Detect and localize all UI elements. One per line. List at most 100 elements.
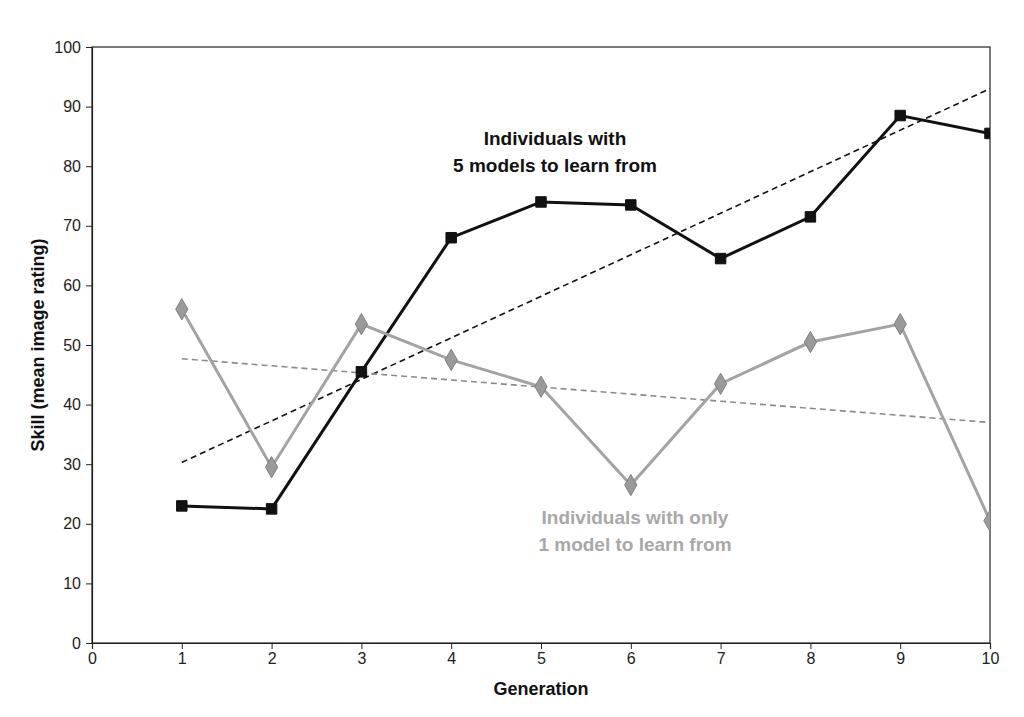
series-line [182, 309, 990, 521]
y-tick-mark [86, 524, 92, 525]
x-tick-label: 1 [178, 650, 187, 667]
y-tick: 80 [63, 158, 92, 175]
y-tick-label: 40 [63, 396, 81, 413]
marker [177, 501, 187, 511]
y-tick: 10 [63, 575, 92, 592]
x-tick: 0 [88, 643, 97, 667]
marker [714, 373, 726, 394]
data-layer [176, 89, 990, 532]
y-tick: 40 [63, 396, 92, 413]
x-tick: 8 [806, 643, 815, 667]
annotation-line: 1 model to learn from [538, 534, 731, 555]
x-tick-label: 4 [447, 650, 456, 667]
x-axis-line [93, 644, 991, 650]
y-tick-mark [86, 47, 92, 48]
annotation-line: 5 models to learn from [453, 155, 657, 176]
x-tick: 9 [896, 643, 905, 667]
x-tick-label: 5 [537, 650, 546, 667]
y-tick-mark [86, 405, 92, 406]
marker [804, 331, 816, 352]
y-tick-label: 10 [63, 575, 81, 592]
y-tick-label: 0 [72, 635, 81, 652]
y-tick: 50 [63, 337, 92, 354]
y-axis: 0 10 20 30 40 50 60 70 80 90 100 [54, 39, 92, 652]
y-tick-label: 80 [63, 158, 81, 175]
y-tick-mark [86, 285, 92, 286]
marker [356, 367, 366, 377]
x-tick: 7 [717, 643, 726, 667]
y-tick-mark [86, 166, 92, 167]
y-tick-label: 20 [63, 515, 81, 532]
x-tick-mark [272, 643, 273, 649]
marker [805, 212, 815, 222]
x-axis-title: Generation [493, 679, 588, 699]
y-tick-label: 70 [63, 217, 81, 234]
y-tick: 0 [72, 635, 92, 652]
y-tick-mark [86, 107, 92, 108]
x-tick-label: 7 [717, 650, 726, 667]
x-tick-mark [182, 643, 183, 649]
marker [715, 253, 725, 263]
y-tick-mark [86, 583, 92, 584]
x-tick-mark [810, 643, 811, 649]
y-tick-mark [86, 643, 92, 644]
chart: 0123456789100102030405060708090100Genera… [0, 0, 1024, 717]
plot-frame [92, 47, 990, 643]
trend-line [182, 89, 990, 463]
marker [265, 457, 277, 478]
x-tick-label: 6 [627, 650, 636, 667]
series-line [182, 116, 990, 509]
annotation-line: Individuals with only [542, 507, 729, 528]
trend-line [182, 359, 990, 423]
y-tick: 60 [63, 277, 92, 294]
annotation-line: Individuals with [484, 128, 627, 149]
y-tick: 20 [63, 515, 92, 532]
x-tick-label: 8 [806, 650, 815, 667]
x-tick-mark [900, 643, 901, 649]
marker [536, 197, 546, 207]
marker [266, 504, 276, 514]
y-tick-label: 60 [63, 277, 81, 294]
marker [894, 314, 906, 335]
marker [984, 510, 990, 531]
y-axis-title: Skill (mean image rating) [28, 238, 48, 451]
x-tick-label: 3 [357, 650, 366, 667]
x-tick: 5 [537, 643, 546, 667]
y-tick-mark [86, 464, 92, 465]
x-tick-mark [631, 643, 632, 649]
y-tick: 90 [63, 98, 92, 115]
y-tick-label: 100 [54, 39, 81, 56]
plot-area: 0123456789100102030405060708090100 [54, 39, 999, 668]
y-tick-mark [86, 226, 92, 227]
x-tick: 1 [178, 643, 187, 667]
x-tick-mark [451, 643, 452, 649]
x-tick: 3 [357, 643, 366, 667]
marker [176, 299, 188, 320]
marker [985, 128, 990, 138]
x-tick: 10 [982, 643, 1000, 667]
x-tick: 2 [268, 643, 277, 667]
marker [535, 376, 547, 397]
y-tick-label: 90 [63, 98, 81, 115]
y-tick-label: 30 [63, 456, 81, 473]
x-tick-label: 9 [896, 650, 905, 667]
x-tick-mark [541, 643, 542, 649]
x-tick-mark [361, 643, 362, 649]
x-axis: 0 1 2 3 4 5 6 7 8 9 10 [88, 643, 999, 667]
marker [355, 314, 367, 335]
y-tick: 100 [54, 39, 92, 56]
y-tick: 30 [63, 456, 92, 473]
x-tick-mark [990, 643, 991, 649]
marker [446, 232, 456, 242]
x-tick-label: 2 [268, 650, 277, 667]
x-tick-label: 10 [982, 650, 1000, 667]
marker [445, 349, 457, 370]
annotation: Individuals with only 1 model to learn fr… [538, 507, 731, 555]
x-tick: 4 [447, 643, 456, 667]
y-tick-label: 50 [63, 337, 81, 354]
x-tick: 6 [627, 643, 636, 667]
y-axis-line [86, 48, 93, 644]
marker [895, 110, 905, 120]
y-tick: 70 [63, 217, 92, 234]
annotation: Individuals with 5 models to learn from [453, 128, 657, 176]
